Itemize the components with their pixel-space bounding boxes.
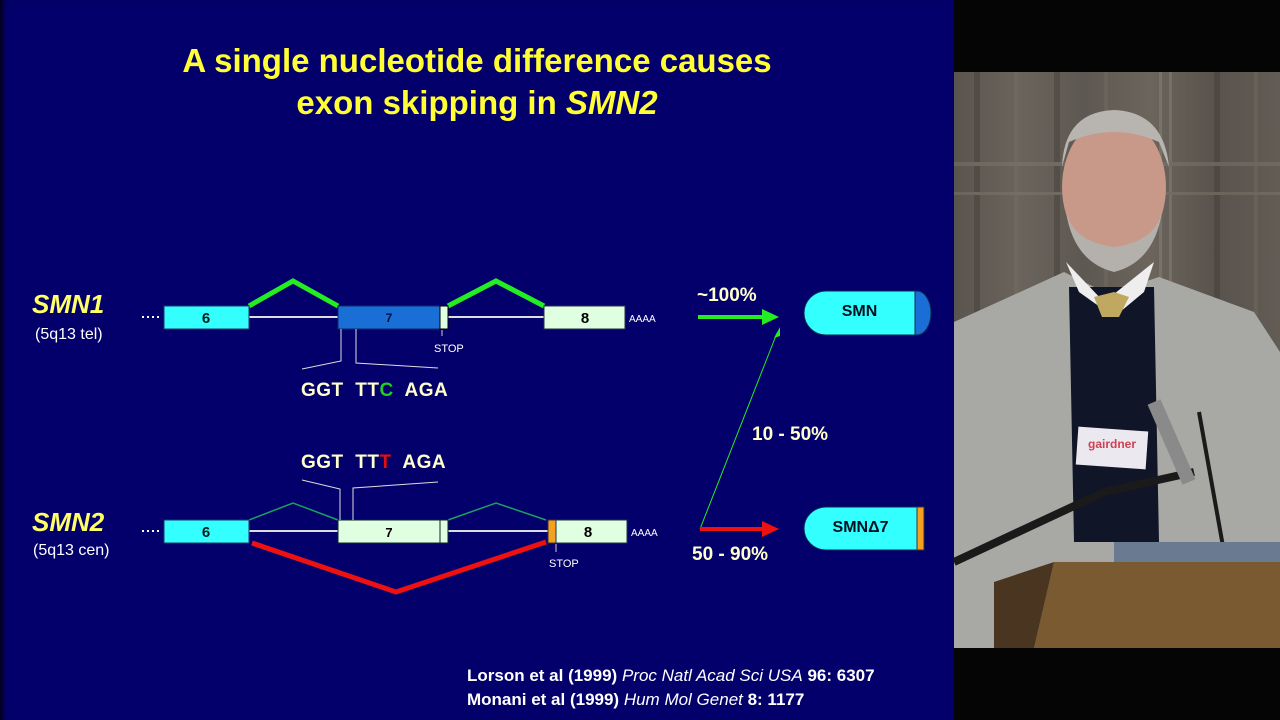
outcome-arrows: [698, 309, 780, 537]
smn2-exon-8: [555, 519, 628, 544]
smn1-exon-6: [163, 305, 250, 330]
smn2-sequence: GGT TTT AGA: [301, 452, 447, 473]
smn2-exon-6: [163, 519, 250, 544]
svg-text:AAAA: AAAA: [631, 528, 658, 539]
protein-smn: [803, 290, 932, 336]
pct-smn2-delta7: 50 - 90%: [692, 544, 769, 565]
gene-label-smn1: SMN1: [32, 289, 105, 319]
badge-text: gairdner: [1088, 437, 1136, 451]
protein-smn-delta7: [803, 506, 925, 551]
references: Lorson et al (1999) Proc Natl Acad Sci U…: [467, 664, 875, 712]
smn1-variant-nucleotide: C: [379, 380, 394, 401]
smn1-sequence: GGT TTC AGA: [301, 380, 449, 401]
title-gene: SMN2: [565, 84, 658, 121]
svg-text:6: 6: [202, 524, 210, 541]
svg-text:STOP: STOP: [434, 343, 464, 355]
speaker-video: gairdner: [954, 72, 1280, 648]
smn1-exon-8: [543, 305, 626, 330]
protein-delta7-label: SMNΔ7: [832, 519, 889, 536]
svg-text:7: 7: [386, 311, 393, 325]
splicing-diagram: 6 7 STOP 8 AAAA 6 7: [142, 278, 932, 595]
title-line-1: A single nucleotide difference causes: [182, 42, 772, 79]
slide-title: A single nucleotide difference causes ex…: [0, 40, 954, 124]
svg-text:8: 8: [584, 524, 592, 541]
pct-smn2-full: 10 - 50%: [752, 424, 829, 445]
svg-text:AAAA: AAAA: [629, 314, 656, 325]
title-line-2: exon skipping in SMN2: [0, 82, 954, 124]
smn2-variant-nucleotide: T: [379, 452, 392, 473]
smn1-gene-diagram: 6 7 STOP 8 AAAA: [142, 278, 656, 370]
speaker-scene: gairdner: [954, 72, 1280, 648]
gene-location-smn2: (5q13 cen): [33, 542, 110, 559]
svg-text:STOP: STOP: [549, 558, 579, 570]
svg-text:7: 7: [385, 525, 392, 540]
svg-text:6: 6: [202, 310, 210, 327]
reference-1: Lorson et al (1999) Proc Natl Acad Sci U…: [467, 666, 875, 685]
svg-text:8: 8: [581, 310, 589, 327]
protein-smn-label: SMN: [841, 303, 878, 320]
smn2-gene-diagram: 6 7 8 STOP AAAA: [142, 479, 658, 595]
slide: A single nucleotide difference causes ex…: [0, 0, 954, 720]
reference-2: Monani et al (1999) Hum Mol Genet 8: 117…: [467, 690, 805, 709]
pct-smn1-full: ~100%: [697, 285, 757, 306]
title-line-2-text: exon skipping in: [296, 84, 566, 121]
gene-location-smn1: (5q13 tel): [35, 326, 103, 343]
gene-label-smn2: SMN2: [32, 507, 105, 537]
